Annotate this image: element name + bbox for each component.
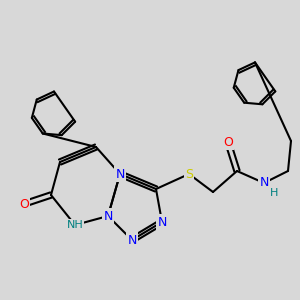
- Text: N: N: [127, 233, 137, 247]
- Text: N: N: [259, 176, 269, 190]
- Text: H: H: [270, 188, 279, 199]
- Text: O: O: [19, 197, 29, 211]
- Text: N: N: [103, 209, 113, 223]
- Text: S: S: [185, 167, 193, 181]
- Text: NH: NH: [67, 220, 83, 230]
- Text: N: N: [157, 215, 167, 229]
- Text: O: O: [223, 136, 233, 149]
- Text: N: N: [115, 167, 125, 181]
